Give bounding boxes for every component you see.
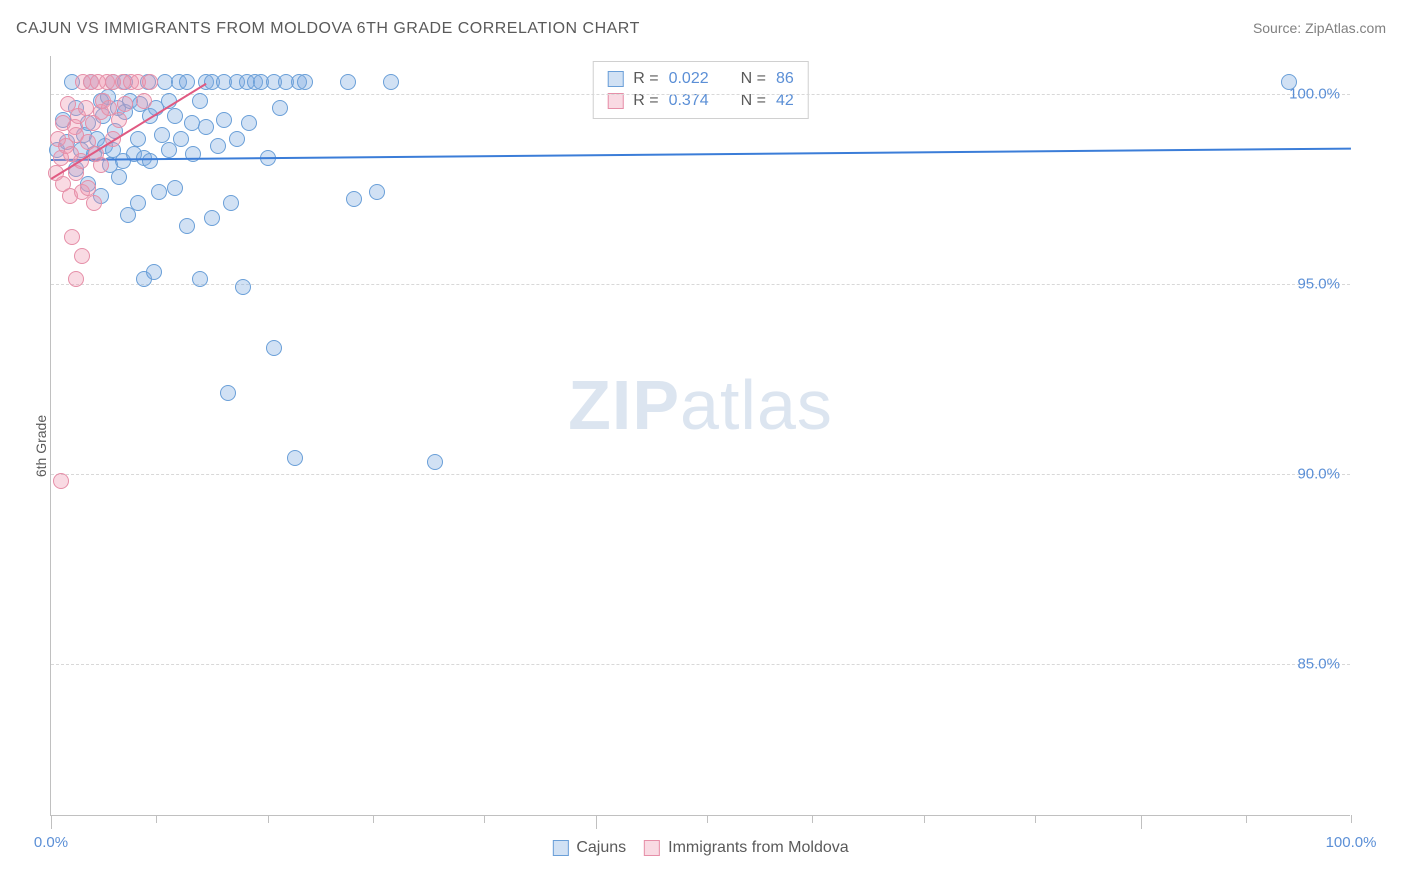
data-point [340,74,356,90]
series-name: Immigrants from Moldova [668,839,849,857]
series-name: Cajuns [576,839,626,857]
data-point [93,157,109,173]
x-tick-minor [924,815,925,823]
r-label: R = [633,70,658,88]
data-point [179,74,195,90]
data-point [369,184,385,200]
data-point [151,184,167,200]
gridline [51,94,1350,95]
y-tick-label: 85.0% [1297,656,1340,673]
r-value: 0.022 [669,70,709,88]
legend-swatch [607,93,623,109]
data-point [179,218,195,234]
y-tick-label: 100.0% [1289,86,1340,103]
x-tick-minor [373,815,374,823]
legend-swatch [552,840,568,856]
data-point [272,100,288,116]
data-point [383,74,399,90]
data-point [136,93,152,109]
y-tick-label: 95.0% [1297,276,1340,293]
x-tick-minor [1351,815,1352,823]
data-point [241,115,257,131]
data-point [210,138,226,154]
data-point [74,248,90,264]
gridline [51,474,1350,475]
source-name: ZipAtlas.com [1305,20,1386,36]
x-tick-minor [812,815,813,823]
x-tick-major [596,815,597,829]
legend-swatch [644,840,660,856]
x-tick-minor [1246,815,1247,823]
x-tick-label: 0.0% [34,834,68,851]
y-tick-label: 90.0% [1297,466,1340,483]
data-point [146,264,162,280]
trend-line [51,147,1351,160]
x-tick-major [1141,815,1142,829]
data-point [154,127,170,143]
data-point [204,210,220,226]
data-point [287,450,303,466]
x-tick-minor [268,815,269,823]
data-point [68,271,84,287]
source-prefix: Source: [1253,20,1305,36]
data-point [198,119,214,135]
n-value: 86 [776,70,794,88]
data-point [173,131,189,147]
x-tick-major [51,815,52,829]
data-point [53,473,69,489]
legend-swatch [607,71,623,87]
data-point [80,180,96,196]
data-point [117,96,133,112]
series-legend-item: Cajuns [552,839,626,857]
data-point [111,169,127,185]
stats-legend: R =0.022N =86R =0.374N =42 [592,61,809,119]
data-point [111,112,127,128]
n-label: N = [741,70,766,88]
x-tick-minor [707,815,708,823]
data-point [1281,74,1297,90]
x-tick-minor [156,815,157,823]
watermark-bold: ZIP [568,366,680,444]
data-point [78,100,94,116]
data-point [86,195,102,211]
watermark: ZIPatlas [568,365,833,445]
data-point [229,131,245,147]
x-tick-minor [1035,815,1036,823]
data-point [346,191,362,207]
stats-legend-row: R = 0.022 N = 86 [607,68,794,90]
data-point [223,195,239,211]
data-point [192,93,208,109]
series-legend: Cajuns Immigrants from Moldova [552,839,848,857]
source-label: Source: ZipAtlas.com [1253,20,1386,36]
data-point [220,385,236,401]
data-point [192,271,208,287]
data-point [142,153,158,169]
x-tick-minor [484,815,485,823]
data-point [64,229,80,245]
gridline [51,664,1350,665]
data-point [130,131,146,147]
series-legend-item: Immigrants from Moldova [644,839,849,857]
chart-title: CAJUN VS IMMIGRANTS FROM MOLDOVA 6TH GRA… [16,20,640,38]
data-point [235,279,251,295]
x-tick-label: 100.0% [1326,834,1377,851]
data-point [266,340,282,356]
y-axis-label: 6th Grade [33,415,49,477]
data-point [161,142,177,158]
data-point [167,108,183,124]
data-point [216,112,232,128]
data-point [297,74,313,90]
watermark-rest: atlas [680,366,833,444]
data-point [130,195,146,211]
scatter-chart: ZIPatlas R =0.022N =86R =0.374N =42 Caju… [50,56,1350,816]
data-point [427,454,443,470]
data-point [142,74,158,90]
data-point [167,180,183,196]
